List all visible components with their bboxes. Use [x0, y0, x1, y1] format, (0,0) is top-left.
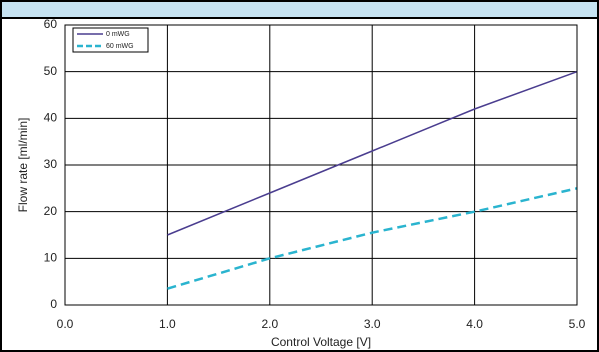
legend-label: 60 mWG — [106, 43, 134, 50]
y-tick-label: 10 — [44, 251, 58, 265]
legend-box — [72, 27, 149, 53]
y-tick-label: 60 — [44, 17, 58, 31]
x-tick-label: 3.0 — [364, 317, 381, 331]
legend-label: 0 mWG — [106, 31, 130, 38]
header-band — [0, 0, 599, 18]
x-tick-label: 5.0 — [569, 317, 586, 331]
y-tick-label: 50 — [44, 64, 58, 78]
y-tick-label: 0 — [50, 297, 57, 311]
y-axis-label: Flow rate [ml/min] — [16, 118, 30, 213]
y-tick-label: 40 — [44, 111, 58, 125]
series-line — [167, 187, 578, 290]
x-tick-label: 4.0 — [466, 317, 483, 331]
x-tick-label: 2.0 — [261, 317, 278, 331]
y-tick-label: 30 — [44, 157, 58, 171]
y-tick-label: 20 — [44, 204, 58, 218]
x-axis-label: Control Voltage [V] — [271, 335, 371, 349]
x-tick-label: 1.0 — [159, 317, 176, 331]
series-line — [167, 70, 578, 236]
x-tick-label: 0.0 — [57, 317, 74, 331]
plot-border — [64, 24, 578, 306]
